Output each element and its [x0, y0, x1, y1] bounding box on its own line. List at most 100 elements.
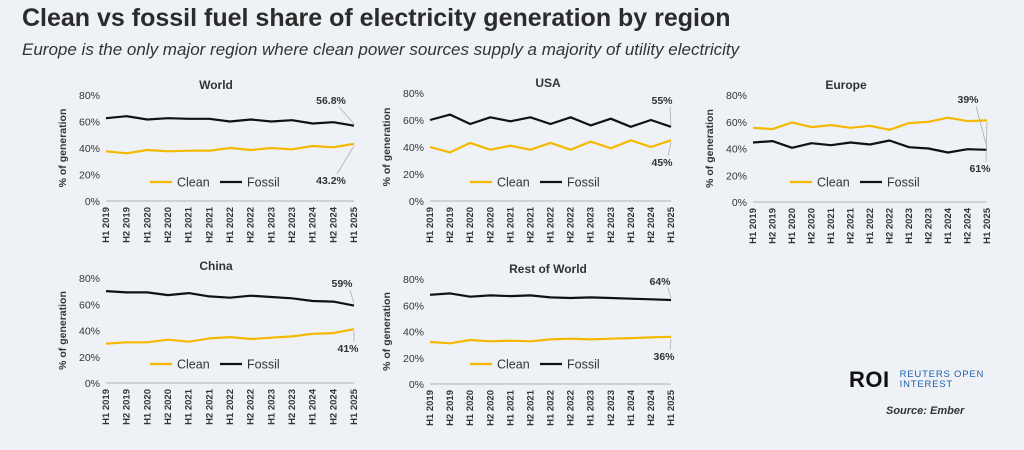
rest-of-world-ytick-label: 20%: [403, 353, 424, 365]
china-ytick-label: 0%: [85, 378, 100, 390]
world-fossil-end-label: 56.8%: [316, 95, 346, 107]
europe-xtick-label: H1 2019: [748, 208, 759, 244]
europe-xtick-label: H2 2020: [807, 208, 818, 244]
rest-of-world-clean-leader: [669, 338, 672, 351]
chart-subtitle: Europe is the only major region where cl…: [22, 40, 740, 59]
world-clean-end-label: 43.2%: [316, 175, 346, 187]
rest-of-world-clean-line: [429, 335, 672, 345]
roi-logo-sub-line2: INTEREST: [899, 379, 954, 390]
world-clean-leader: [336, 145, 355, 175]
rest-of-world-xtick-label: H2 2019: [445, 390, 456, 426]
europe-ytick-label: 0%: [732, 197, 747, 209]
world-ylabel: % of generation: [57, 109, 69, 188]
usa-xtick-label: H1 2019: [425, 207, 436, 243]
europe-xtick-label: H1 2025: [982, 207, 993, 244]
europe-xtick-label: H1 2021: [826, 207, 837, 244]
world-panel-title: World: [199, 78, 233, 92]
china-xtick-label: H1 2020: [142, 389, 153, 425]
source-note: Source: Ember: [886, 405, 965, 417]
china-ylabel: % of generation: [57, 291, 69, 370]
world-xtick-label: H1 2021: [184, 206, 195, 243]
usa-xtick-label: H1 2024: [626, 206, 637, 243]
world-xtick-label: H2 2023: [287, 207, 298, 243]
europe-xtick-label: H2 2019: [768, 208, 779, 244]
rest-of-world-ytick-label: 80%: [403, 274, 424, 286]
china-ytick-label: 80%: [79, 273, 100, 285]
europe-xtick-label: H1 2020: [787, 208, 798, 244]
world-legend-clean-label: Clean: [177, 176, 210, 190]
world-xtick-label: H2 2024: [328, 206, 339, 243]
rest-of-world-xtick-label: H1 2021: [505, 389, 516, 426]
usa-xtick-label: H1 2023: [586, 207, 597, 243]
europe-legend-clean-label: Clean: [817, 176, 850, 190]
rest-of-world-xtick-label: H1 2025: [666, 389, 677, 426]
usa-ytick-label: 60%: [403, 115, 424, 127]
rest-of-world-xtick-label: H1 2023: [586, 390, 597, 426]
europe-fossil-leader: [975, 105, 988, 148]
usa-ytick-label: 40%: [403, 142, 424, 154]
europe-fossil-end-label: 39%: [957, 94, 979, 106]
world-xtick-label: H2 2022: [246, 207, 257, 243]
europe-clean-end-label: 61%: [969, 163, 991, 175]
rest-of-world-xtick-label: H1 2022: [546, 390, 557, 426]
usa-fossil-leader: [669, 106, 672, 125]
usa-ylabel: % of generation: [381, 108, 393, 187]
world-xtick-label: H1 2019: [101, 207, 112, 243]
world-xtick-label: H1 2024: [308, 206, 319, 243]
china-xtick-label: H1 2025: [349, 388, 360, 425]
rest-of-world-ytick-label: 40%: [403, 327, 424, 339]
usa-clean-end-label: 45%: [651, 157, 673, 169]
china-clean-line: [105, 328, 355, 345]
usa-xtick-label: H2 2023: [606, 207, 617, 243]
usa-xtick-label: H1 2021: [505, 206, 516, 243]
usa-legend-clean-label: Clean: [497, 176, 530, 190]
world-fossil-line: [105, 115, 355, 127]
usa-legend-fossil-label: Fossil: [567, 176, 600, 190]
china-xtick-label: H2 2023: [287, 389, 298, 425]
china-xtick-label: H2 2019: [122, 389, 133, 425]
roi-logo: ROI REUTERS OPEN INTEREST: [849, 367, 984, 393]
usa-ytick-label: 20%: [403, 169, 424, 181]
rest-of-world-fossil-end-label: 64%: [649, 276, 671, 288]
world-ytick-label: 40%: [79, 143, 100, 155]
china-legend-fossil-label: Fossil: [247, 358, 280, 372]
europe-fossil-line: [752, 139, 988, 154]
world-legend-fossil-label: Fossil: [247, 176, 280, 190]
china-xtick-label: H2 2020: [163, 389, 174, 425]
china-xtick-label: H2 2024: [328, 388, 339, 425]
rest-of-world-xtick-label: H2 2023: [606, 390, 617, 426]
europe-xtick-label: H1 2024: [943, 207, 954, 244]
rest-of-world-xtick-label: H1 2020: [465, 390, 476, 426]
world-ytick-label: 60%: [79, 117, 100, 129]
usa-xtick-label: H2 2024: [646, 206, 657, 243]
china-fossil-line: [105, 290, 355, 307]
usa-ytick-label: 0%: [409, 196, 424, 208]
roi-logo-sub-line1: REUTERS OPEN: [899, 369, 985, 380]
china-fossil-end-label: 59%: [331, 278, 353, 290]
roi-logo-text: ROI: [849, 367, 890, 392]
world-ytick-label: 20%: [79, 170, 100, 182]
usa-clean-line: [429, 139, 672, 154]
world-fossil-leader: [338, 106, 355, 125]
europe-xtick-label: H2 2023: [924, 208, 935, 244]
usa-xtick-label: H2 2019: [445, 207, 456, 243]
china-panel-title: China: [199, 259, 233, 273]
usa-panel-title: USA: [535, 76, 561, 90]
europe-legend-fossil-label: Fossil: [887, 176, 920, 190]
usa-xtick-label: H2 2021: [525, 206, 536, 243]
china-xtick-label: H1 2023: [266, 389, 277, 425]
world-xtick-label: H2 2020: [163, 207, 174, 243]
world-ytick-label: 0%: [85, 196, 100, 208]
china-xtick-label: H1 2024: [308, 388, 319, 425]
usa-xtick-label: H2 2020: [485, 207, 496, 243]
usa-ytick-label: 80%: [403, 88, 424, 100]
usa-fossil-end-label: 55%: [651, 95, 673, 107]
chart-title: Clean vs fossil fuel share of electricit…: [22, 4, 731, 32]
europe-ytick-label: 60%: [726, 117, 747, 129]
china-ytick-label: 20%: [79, 352, 100, 364]
roi-logo-subtext: REUTERS OPEN INTEREST: [900, 370, 985, 390]
world-ytick-label: 80%: [79, 90, 100, 102]
china-clean-end-label: 41%: [337, 343, 359, 355]
rest-of-world-xtick-label: H2 2022: [566, 390, 577, 426]
